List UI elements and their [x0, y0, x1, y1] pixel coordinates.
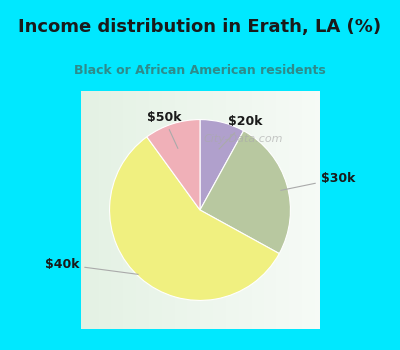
Text: Income distribution in Erath, LA (%): Income distribution in Erath, LA (%) — [18, 18, 382, 36]
Text: Black or African American residents: Black or African American residents — [74, 64, 326, 77]
Text: City-Data.com: City-Data.com — [203, 134, 282, 143]
Text: $30k: $30k — [281, 172, 355, 190]
Wedge shape — [110, 137, 279, 300]
Wedge shape — [200, 131, 290, 253]
Wedge shape — [200, 120, 244, 210]
Text: $50k: $50k — [146, 111, 181, 148]
Text: $40k: $40k — [45, 258, 138, 274]
Text: $20k: $20k — [219, 115, 263, 149]
Wedge shape — [147, 120, 200, 210]
